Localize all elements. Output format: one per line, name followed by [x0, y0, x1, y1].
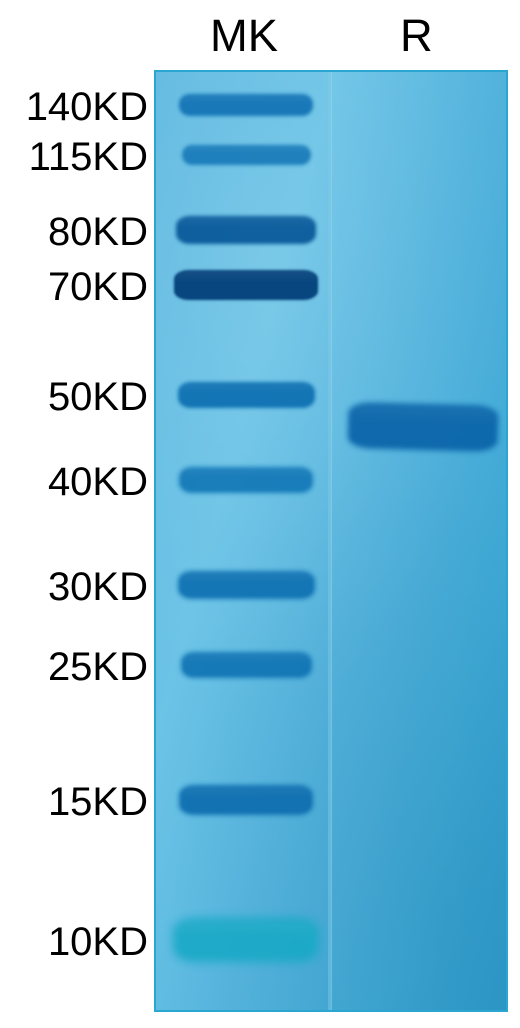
- mw-label: 80KD: [48, 210, 148, 255]
- mw-label: 140KD: [26, 85, 148, 130]
- mw-label: 25KD: [48, 645, 148, 690]
- mw-label: 10KD: [48, 920, 148, 965]
- mw-label: 30KD: [48, 565, 148, 610]
- mw-label: 50KD: [48, 375, 148, 420]
- mw-label: 115KD: [29, 135, 148, 180]
- lane-header-r: R: [400, 10, 433, 62]
- lane-header-mk: MK: [210, 10, 278, 62]
- gel-figure: MK R 140KD 115KD 80KD 70KD 50KD 40KD 30KD 25KD 1…: [0, 0, 520, 1028]
- lane-divider: [328, 72, 331, 1010]
- gel-background: [156, 72, 506, 1010]
- mw-label: 15KD: [48, 780, 148, 825]
- mw-label: 70KD: [48, 265, 148, 310]
- mw-label: 40KD: [48, 460, 148, 505]
- gel-area: [154, 70, 508, 1012]
